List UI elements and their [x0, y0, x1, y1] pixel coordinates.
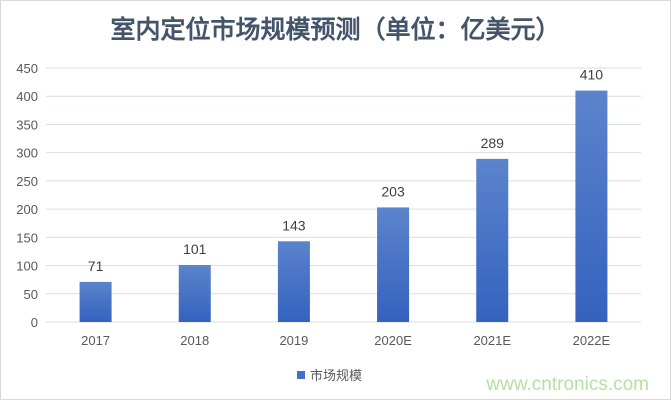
bar — [575, 90, 608, 322]
y-tick-label: 250 — [16, 174, 38, 189]
data-label: 410 — [580, 67, 604, 83]
y-tick-label: 200 — [16, 202, 38, 217]
x-tick-label: 2022E — [573, 333, 611, 348]
legend: 市场规模 — [297, 365, 362, 384]
bar — [79, 281, 112, 322]
y-tick-label: 450 — [16, 61, 38, 76]
data-label: 289 — [481, 135, 505, 151]
y-tick-label: 400 — [16, 89, 38, 104]
y-tick-label: 150 — [16, 230, 38, 245]
x-tick-label: 2021E — [473, 333, 511, 348]
x-tick-label: 2019 — [279, 333, 308, 348]
bar — [178, 264, 211, 322]
data-label: 203 — [381, 183, 405, 199]
bar — [277, 241, 310, 322]
bar — [476, 158, 509, 322]
data-label: 143 — [282, 217, 306, 233]
data-label: 101 — [183, 241, 207, 257]
legend-label: 市场规模 — [310, 369, 363, 384]
bar — [377, 207, 410, 322]
chart-title: 室内定位市场规模预测（单位：亿美元） — [110, 15, 561, 44]
x-tick-label: 2017 — [81, 333, 110, 348]
y-tick-label: 0 — [31, 315, 38, 330]
y-tick-label: 100 — [16, 259, 38, 274]
data-label: 71 — [88, 258, 104, 274]
y-tick-label: 350 — [16, 117, 38, 132]
watermark: www.cntronics.com — [486, 374, 649, 395]
y-tick-label: 50 — [24, 287, 38, 302]
legend-swatch — [297, 370, 305, 379]
y-tick-label: 300 — [16, 146, 38, 161]
x-tick-label: 2018 — [180, 333, 209, 348]
x-tick-label: 2020E — [374, 333, 412, 348]
